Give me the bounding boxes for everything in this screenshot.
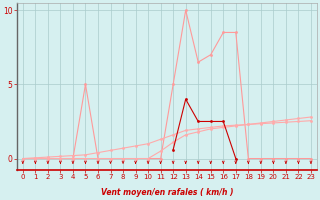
X-axis label: Vent moyen/en rafales ( km/h ): Vent moyen/en rafales ( km/h ) bbox=[101, 188, 233, 197]
